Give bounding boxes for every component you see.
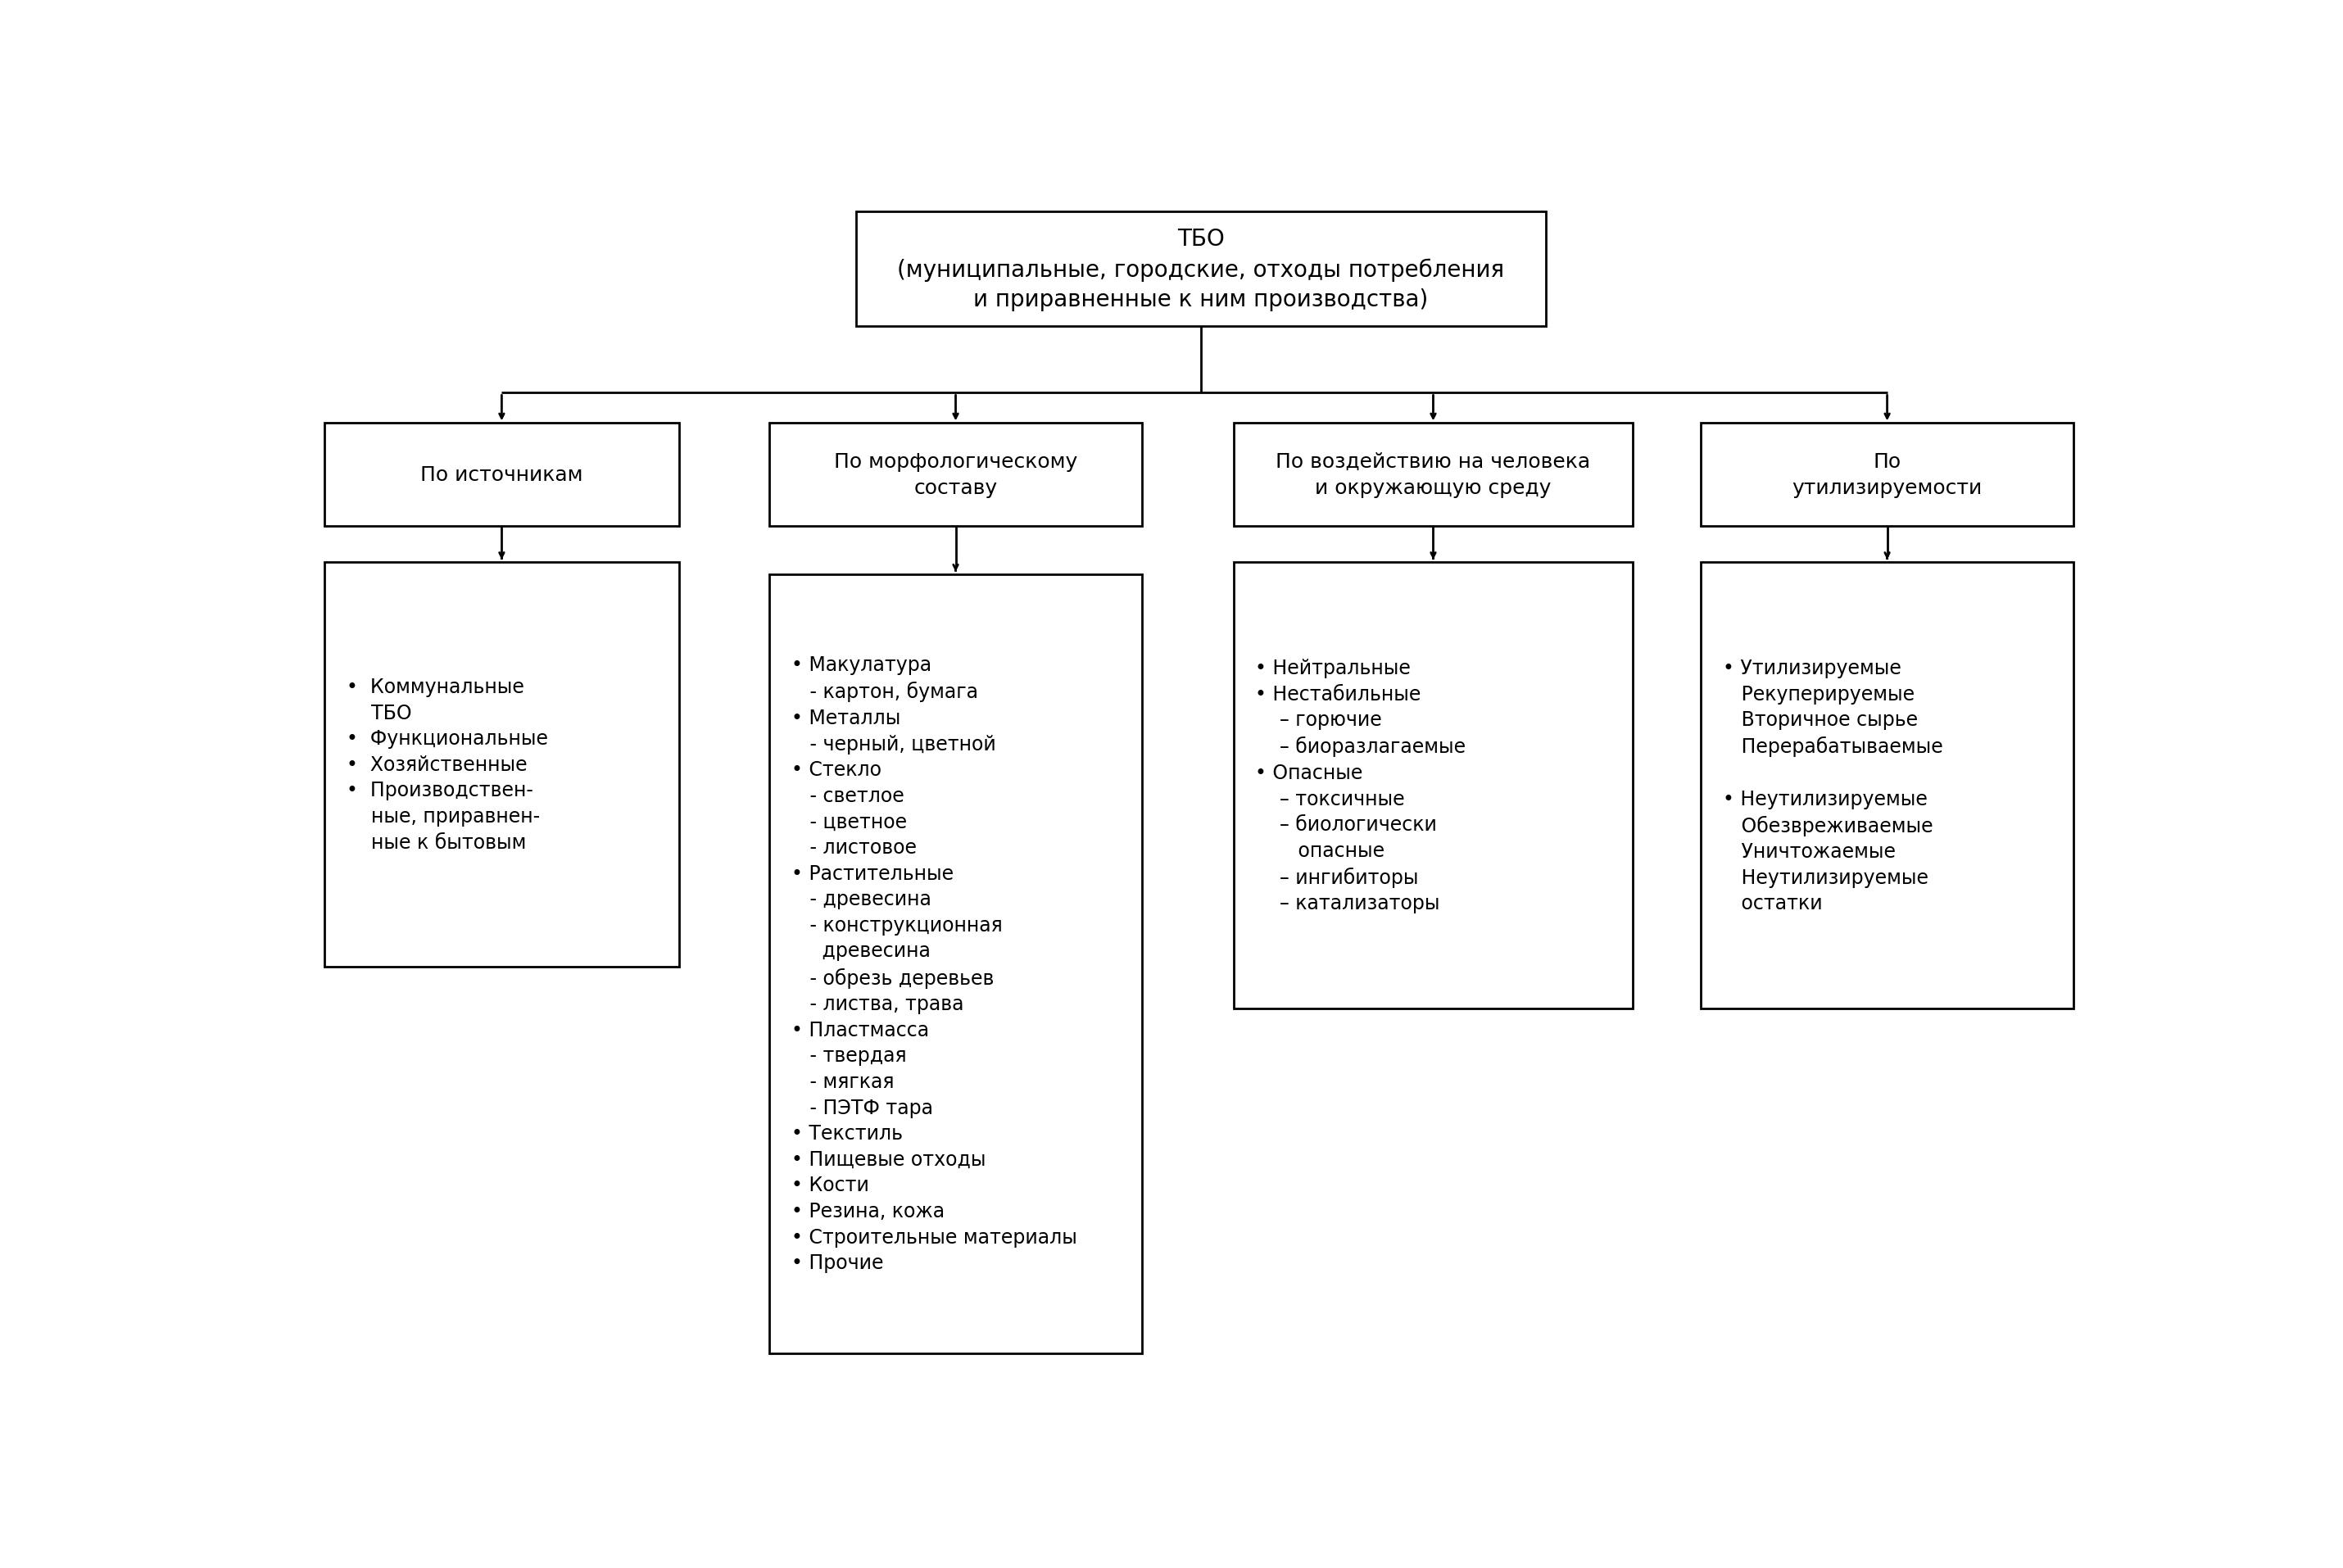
Text: По источникам: По источникам	[419, 466, 583, 485]
FancyBboxPatch shape	[326, 423, 679, 527]
Text: • Утилизируемые
   Рекуперируемые
   Вторичное сырье
   Перерабатываемые

• Неут: • Утилизируемые Рекуперируемые Вторичное…	[1722, 659, 1942, 914]
Text: • Макулатура
   - картон, бумага
• Металлы
   - черный, цветной
• Стекло
   - св: • Макулатура - картон, бумага • Металлы …	[792, 655, 1078, 1273]
Text: •  Коммунальные
    ТБО
•  Функциональные
•  Хозяйственные
•  Производствен-
   : • Коммунальные ТБО • Функциональные • Хо…	[347, 677, 548, 851]
FancyBboxPatch shape	[1701, 423, 2074, 527]
FancyBboxPatch shape	[769, 423, 1141, 527]
Text: • Нейтральные
• Нестабильные
    – горючие
    – биоразлагаемые
• Опасные
    – : • Нейтральные • Нестабильные – горючие –…	[1256, 659, 1467, 914]
FancyBboxPatch shape	[1232, 563, 1633, 1010]
Text: По воздействию на человека
и окружающую среду: По воздействию на человека и окружающую …	[1277, 452, 1591, 497]
FancyBboxPatch shape	[1701, 563, 2074, 1010]
FancyBboxPatch shape	[1232, 423, 1633, 527]
FancyBboxPatch shape	[769, 574, 1141, 1353]
FancyBboxPatch shape	[326, 563, 679, 967]
Text: ТБО
(муниципальные, городские, отходы потребления
и приравненные к ним производс: ТБО (муниципальные, городские, отходы по…	[897, 227, 1504, 312]
Text: По
утилизируемости: По утилизируемости	[1792, 452, 1982, 497]
Text: По морфологическому
составу: По морфологическому составу	[834, 452, 1078, 497]
FancyBboxPatch shape	[855, 212, 1546, 328]
